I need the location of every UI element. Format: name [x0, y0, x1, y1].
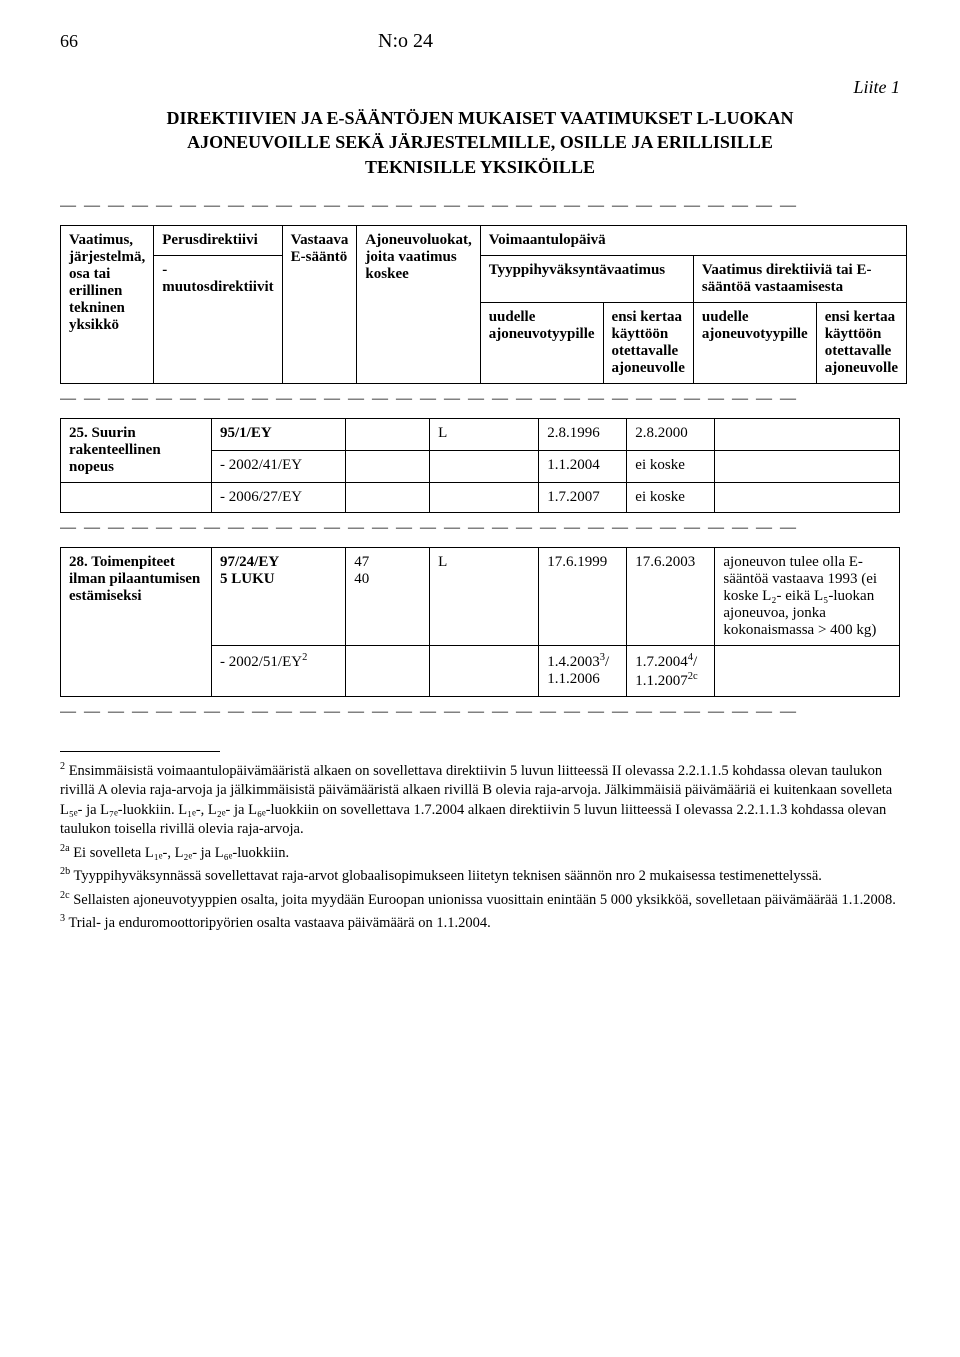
footnote-2a-text: Ei sovelleta L₁ₑ-, L₂ₑ- ja L₆ₑ-luokkiin. — [73, 845, 289, 861]
t28-r0-c4: L — [430, 547, 539, 645]
hdr-voimaantulo: Voimaantulopäivä — [480, 225, 906, 255]
t25-r2-d2: ei koske — [627, 482, 715, 512]
hdr-tyyppi: Tyyppihyväksyntävaatimus — [480, 255, 693, 302]
footnote-2a: 2a Ei sovelleta L₁ₑ-, L₂ₑ- ja L₆ₑ-luokki… — [60, 842, 900, 863]
dash-row-1: — — — — — — — — — — — — — — — — — — — — … — [60, 197, 900, 215]
t25-r2-blank — [61, 482, 212, 512]
t25-r1-c3 — [346, 450, 430, 482]
t28-r0-c3-top: 47 — [354, 554, 369, 570]
t25-label: 25. Suurin rakenteellinen nopeus — [61, 418, 212, 482]
dash-row-2: — — — — — — — — — — — — — — — — — — — — … — [60, 390, 900, 408]
t28-r1-d1: 1.4.20033/ 1.1.2006 — [539, 645, 627, 696]
dash-row-4: — — — — — — — — — — — — — — — — — — — — … — [60, 703, 900, 721]
hdr-muutos: - muutosdirektiivit — [154, 255, 282, 383]
table-row: - muutosdirektiivit Tyyppihyväksyntävaat… — [61, 255, 907, 302]
hdr-uudelle-2: uudelle ajoneuvotyypille — [693, 302, 816, 383]
t28-r1-c4 — [430, 645, 539, 696]
t28-label: 28. Toimenpiteet ilman pilaantumisen est… — [61, 547, 212, 696]
footnote-2: 2 Ensimmäisistä voimaantulopäivämääristä… — [60, 760, 900, 840]
hdr-perusdirektiivi: Perusdirektiivi — [154, 225, 282, 255]
footnote-3-text: Trial- ja enduromoottoripyörien osalta v… — [68, 915, 490, 931]
t28-r1-dir-sup: 2 — [302, 652, 307, 663]
page-number: 66 — [60, 31, 78, 52]
t28-r1-extra — [715, 645, 900, 696]
t25-r0-extra — [715, 418, 900, 450]
t25-r1-d2: ei koske — [627, 450, 715, 482]
t28-r1-d2-a: 1.7.2004 — [635, 654, 688, 670]
hdr-uudelle-1: uudelle ajoneuvotyypille — [480, 302, 603, 383]
table-row: 28. Toimenpiteet ilman pilaantumisen est… — [61, 547, 900, 645]
liite-label: Liite 1 — [60, 77, 900, 98]
footnote-2c: 2c Sellaisten ajoneuvotyyppien osalta, j… — [60, 889, 900, 910]
footnotes: 2 Ensimmäisistä voimaantulopäivämääristä… — [60, 760, 900, 934]
table-row: Vaatimus, järjestelmä, osa tai erillinen… — [61, 225, 907, 255]
footnote-3: 3 Trial- ja enduromoottoripyörien osalta… — [60, 912, 900, 933]
table-25: 25. Suurin rakenteellinen nopeus 95/1/EY… — [60, 418, 900, 513]
t25-r1-d1: 1.1.2004 — [539, 450, 627, 482]
t25-r2-dir: - 2006/27/EY — [212, 482, 346, 512]
footnote-2c-text: Sellaisten ajoneuvotyyppien osalta, joit… — [73, 892, 896, 908]
t25-r0-d1: 2.8.1996 — [539, 418, 627, 450]
table-row: - 2006/27/EY 1.7.2007 ei koske — [61, 482, 900, 512]
hdr-ajoneuvoluokat: Ajoneuvoluokat, joita vaatimus koskee — [357, 225, 480, 383]
title-line-2: AJONEUVOILLE SEKÄ JÄRJESTELMILLE, OSILLE… — [187, 132, 773, 152]
t25-r0-c3 — [346, 418, 430, 450]
t25-r1-extra — [715, 450, 900, 482]
header-line: 66 N:o 24 — [60, 30, 900, 53]
t25-r0-dir: 95/1/EY — [212, 418, 346, 450]
table-28: 28. Toimenpiteet ilman pilaantumisen est… — [60, 547, 900, 697]
t28-r0-d2: 17.6.2003 — [627, 547, 715, 645]
t28-r0-dir-top: 97/24/EY — [220, 554, 279, 570]
hdr-vastaava: Vastaava E-sääntö — [282, 225, 357, 383]
dash-row-3: — — — — — — — — — — — — — — — — — — — — … — [60, 519, 900, 537]
footnote-2-text: Ensimmäisistä voimaantulopäivämääristä a… — [60, 763, 892, 838]
page-container: 66 N:o 24 Liite 1 DIREKTIIVIEN JA E-SÄÄN… — [0, 0, 960, 1357]
header-table: Vaatimus, järjestelmä, osa tai erillinen… — [60, 225, 907, 384]
title-line-3: TEKNISILLE YKSIKÖILLE — [365, 157, 595, 177]
hdr-ensi-1: ensi kertaa käyttöön otettavalle ajoneuv… — [603, 302, 693, 383]
t28-r1-d2-sup2: 2c — [688, 671, 698, 682]
footnote-2b: 2b Tyyppihyväksynnässä sovellettavat raj… — [60, 865, 900, 886]
t28-r0-d1: 17.6.1999 — [539, 547, 627, 645]
t25-r2-c4 — [430, 482, 539, 512]
t28-r1-d2: 1.7.20044/ 1.1.20072c — [627, 645, 715, 696]
title-line-1: DIREKTIIVIEN JA E-SÄÄNTÖJEN MUKAISET VAA… — [167, 108, 794, 128]
t25-r0-d2: 2.8.2000 — [627, 418, 715, 450]
t25-r2-d1: 1.7.2007 — [539, 482, 627, 512]
t28-r1-dir-text: - 2002/51/EY — [220, 654, 302, 670]
t28-r0-c3-bot: 40 — [354, 571, 369, 587]
t28-r0-dir-bot: 5 LUKU — [220, 571, 275, 587]
footnote-rule — [60, 751, 220, 752]
t28-r0-c3: 47 40 — [346, 547, 430, 645]
t28-r1-d1-a: 1.4.2003 — [547, 654, 600, 670]
doc-number: N:o 24 — [378, 30, 433, 53]
t25-r1-dir: - 2002/41/EY — [212, 450, 346, 482]
hdr-ensi-2: ensi kertaa käyttöön otettavalle ajoneuv… — [816, 302, 906, 383]
t25-r2-extra — [715, 482, 900, 512]
table-row: 25. Suurin rakenteellinen nopeus 95/1/EY… — [61, 418, 900, 450]
t25-r0-c4: L — [430, 418, 539, 450]
t28-r0-extra: ajoneuvon tulee olla E-sääntöä vastaava … — [715, 547, 900, 645]
main-title: DIREKTIIVIEN JA E-SÄÄNTÖJEN MUKAISET VAA… — [60, 106, 900, 179]
hdr-vaatimus: Vaatimus, järjestelmä, osa tai erillinen… — [61, 225, 154, 383]
t25-r2-c3 — [346, 482, 430, 512]
t28-r1-dir: - 2002/51/EY2 — [212, 645, 346, 696]
t28-r1-c3 — [346, 645, 430, 696]
footnote-2b-text: Tyyppihyväksynnässä sovellettavat raja-a… — [74, 868, 822, 884]
hdr-vaatimus-dir: Vaatimus direktiiviä tai E-sääntöä vasta… — [693, 255, 906, 302]
t25-r1-c4 — [430, 450, 539, 482]
t28-r0-dir: 97/24/EY 5 LUKU — [212, 547, 346, 645]
